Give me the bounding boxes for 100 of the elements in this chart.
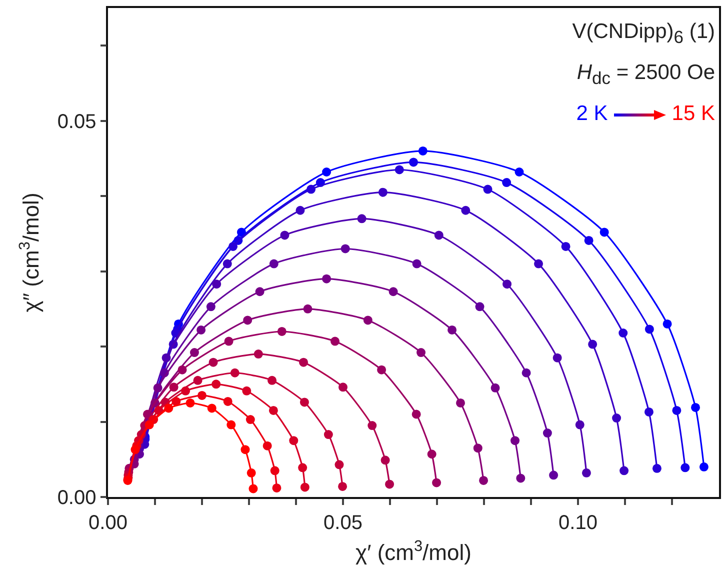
- point: [242, 386, 252, 396]
- point: [193, 376, 202, 385]
- point: [612, 414, 622, 423]
- point: [196, 325, 206, 334]
- point: [522, 368, 531, 378]
- point: [130, 445, 140, 454]
- point: [416, 348, 426, 358]
- point: [169, 382, 178, 392]
- point: [324, 430, 333, 440]
- point: [269, 259, 278, 268]
- point: [164, 404, 174, 413]
- point: [212, 380, 221, 389]
- point: [377, 365, 386, 374]
- point: [207, 404, 216, 413]
- point: [246, 415, 255, 424]
- point: [672, 406, 682, 415]
- point: [181, 386, 190, 396]
- point: [300, 398, 309, 407]
- point: [186, 398, 195, 408]
- point: [162, 353, 171, 362]
- point: [434, 230, 444, 240]
- point: [380, 456, 390, 465]
- point: [280, 230, 290, 240]
- point: [448, 325, 457, 334]
- point: [212, 280, 222, 289]
- point: [289, 436, 298, 446]
- point: [338, 482, 348, 491]
- point: [224, 336, 234, 346]
- point: [198, 390, 206, 400]
- point: [680, 463, 690, 472]
- point: [699, 462, 708, 472]
- point: [268, 376, 277, 385]
- point: [254, 350, 263, 359]
- point: [306, 184, 316, 194]
- x-tick-label: 0.05: [324, 512, 362, 534]
- point: [262, 441, 272, 450]
- x-tick-label: 0.10: [558, 512, 598, 534]
- point: [246, 468, 256, 478]
- point: [502, 178, 512, 188]
- point: [228, 242, 238, 251]
- point: [248, 484, 258, 494]
- point: [388, 287, 398, 296]
- point: [552, 353, 562, 362]
- point: [277, 326, 286, 336]
- point: [412, 410, 421, 419]
- point: [514, 168, 524, 176]
- point: [490, 383, 500, 392]
- point: [230, 368, 240, 378]
- point: [190, 348, 199, 358]
- point: [475, 302, 484, 312]
- point: [483, 184, 492, 194]
- annotation: H$_{dc}$ = 2500 Oe: [576, 60, 715, 90]
- point: [461, 206, 470, 215]
- annotation: 2 K: [576, 102, 608, 126]
- point: [363, 316, 372, 325]
- point: [502, 280, 512, 289]
- point: [226, 420, 236, 430]
- point: [479, 476, 488, 485]
- point: [144, 420, 154, 430]
- x-tick-label: 0.00: [88, 512, 128, 534]
- point: [206, 302, 216, 312]
- point: [178, 365, 187, 374]
- annotation: 15 K: [672, 102, 715, 126]
- point: [510, 436, 520, 446]
- point: [542, 428, 552, 438]
- point: [652, 464, 662, 473]
- point: [153, 383, 162, 392]
- point: [412, 259, 422, 268]
- annotation: V(CNDipp)$_{6}$ (1): [572, 19, 715, 50]
- point: [549, 470, 558, 480]
- point: [270, 466, 280, 476]
- point: [385, 480, 394, 489]
- point: [299, 358, 308, 367]
- point: [582, 468, 591, 478]
- point: [255, 287, 264, 296]
- point: [644, 407, 654, 416]
- point: [322, 168, 332, 176]
- point: [644, 324, 654, 334]
- point: [330, 336, 340, 346]
- point: [473, 444, 482, 453]
- point: [432, 478, 442, 488]
- point: [243, 316, 252, 325]
- point: [240, 445, 250, 454]
- point: [456, 398, 465, 408]
- point: [618, 328, 628, 338]
- point: [208, 358, 218, 367]
- point: [357, 214, 366, 224]
- point: [338, 382, 348, 392]
- point: [691, 402, 700, 412]
- point: [272, 483, 282, 492]
- point: [584, 236, 594, 245]
- point: [340, 244, 350, 254]
- point: [334, 460, 344, 470]
- x-axis-title: χ′ (cm$^{3}$/mol): [356, 538, 472, 566]
- point: [409, 158, 418, 167]
- point: [300, 482, 310, 492]
- point: [516, 474, 526, 483]
- point: [394, 165, 404, 174]
- point: [588, 340, 598, 349]
- point: [223, 396, 232, 406]
